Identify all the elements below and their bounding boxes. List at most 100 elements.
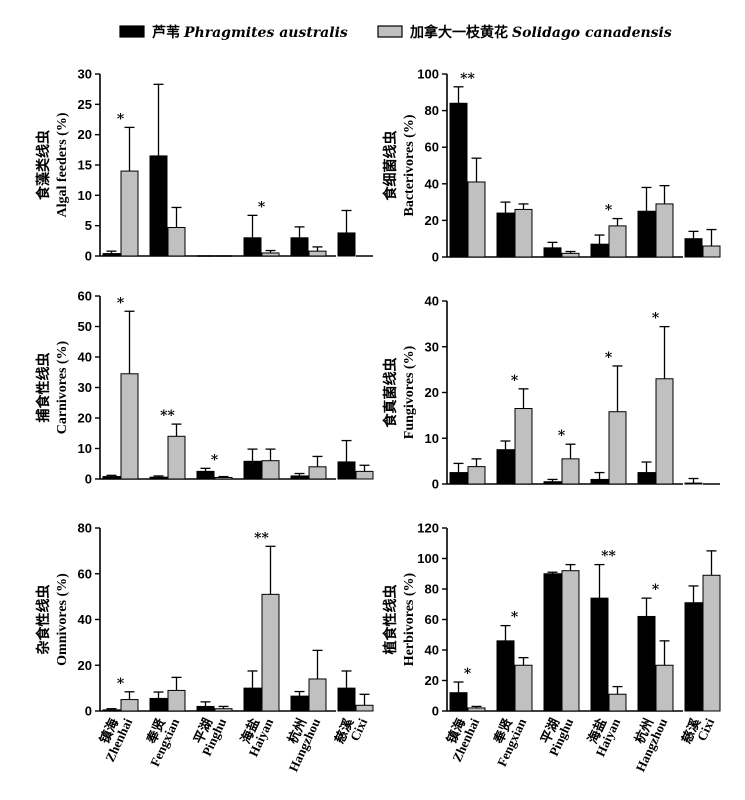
bar-haiyan-solidago [261, 252, 280, 257]
y-tick-label: 40 [425, 176, 439, 191]
y-tick-label: 80 [425, 103, 439, 118]
bar-zhenhai-solidago [120, 373, 139, 480]
bar-haiyan-solidago [261, 460, 280, 480]
y-tick-label: 40 [425, 643, 439, 658]
y-tick-label: 60 [425, 140, 439, 155]
bar-pinghu-phragmites [196, 470, 215, 480]
y-axis-label-en: Carnivores (%) [55, 340, 70, 434]
significance-marker: ** [160, 408, 175, 424]
y-tick-label: 10 [78, 441, 92, 456]
significance-marker: * [605, 350, 613, 366]
y-tick-label: 15 [78, 158, 92, 173]
significance-marker: * [511, 373, 519, 389]
y-tick-label: 40 [78, 350, 92, 365]
bar-fengxian-phragmites [496, 640, 515, 712]
y-tick-label: 20 [78, 127, 92, 142]
bar-pinghu-solidago [561, 458, 580, 485]
bar-cixi-phragmites [337, 687, 356, 712]
y-axis-label-cn: 食细菌线虫 [382, 131, 399, 201]
bar-pinghu-solidago [214, 476, 233, 480]
y-axis-label-en: Herbivores (%) [402, 572, 417, 666]
y-tick-label: 40 [425, 294, 439, 309]
bar-cixi-phragmites [337, 461, 356, 480]
bar-hangzhou-phragmites [290, 475, 309, 480]
y-axis-label-cn: 食藻类线虫 [35, 130, 52, 200]
bar-haiyan-phragmites [590, 478, 609, 485]
bar-cixi-solidago [702, 574, 721, 712]
legend: 芦苇 Phragmites australis 加拿大一枝黄花 Solidago ca… [119, 24, 672, 41]
legend-cn-1: 芦苇 [152, 24, 180, 41]
bar-pinghu-phragmites [543, 481, 562, 485]
bar-cixi-phragmites [684, 602, 703, 712]
y-tick-label: 10 [425, 431, 439, 446]
y-axis-label-en: Bacterivores (%) [402, 114, 417, 216]
significance-marker: * [605, 203, 613, 219]
bar-zhenhai-phragmites [102, 476, 121, 480]
y-tick-label: 80 [78, 521, 92, 536]
bar-haiyan-solidago [608, 693, 627, 712]
bar-pinghu-solidago [561, 252, 580, 258]
y-tick-label: 0 [85, 472, 92, 487]
y-tick-label: 40 [78, 612, 92, 627]
bar-zhenhai-phragmites [102, 709, 121, 712]
bar-haiyan-solidago [608, 411, 627, 485]
y-tick-label: 30 [425, 339, 439, 354]
bar-fengxian-phragmites [149, 155, 168, 257]
y-axis-label-cn: 杂食性线虫 [35, 585, 52, 655]
y-tick-label: 20 [425, 385, 439, 400]
bar-hangzhou-phragmites [637, 472, 656, 485]
bar-haiyan-phragmites [243, 237, 262, 257]
bar-pinghu-solidago [214, 708, 233, 712]
bar-hangzhou-solidago [308, 466, 327, 480]
y-axis-label-cn: 捕食性线虫 [35, 353, 52, 423]
bar-fengxian-phragmites [496, 212, 515, 258]
y-tick-label: 0 [432, 477, 439, 492]
y-tick-label: 0 [432, 250, 439, 265]
y-tick-label: 20 [78, 411, 92, 426]
y-tick-label: 30 [78, 67, 92, 82]
bar-pinghu-phragmites [543, 247, 562, 258]
bar-pinghu-phragmites [543, 573, 562, 712]
bar-zhenhai-phragmites [449, 102, 468, 258]
bar-haiyan-phragmites [590, 597, 609, 712]
bar-haiyan-phragmites [590, 243, 609, 258]
bar-zhenhai-solidago [467, 181, 486, 258]
y-tick-label: 100 [417, 67, 439, 82]
y-tick-label: 30 [78, 380, 92, 395]
significance-marker: ** [254, 530, 269, 546]
bar-zhenhai-solidago [467, 466, 486, 485]
y-tick-label: 50 [78, 319, 92, 334]
y-axis-label-cn: 食真菌线虫 [382, 358, 399, 428]
significance-marker: * [511, 610, 519, 626]
bar-fengxian-phragmites [149, 476, 168, 480]
bar-zhenhai-phragmites [449, 692, 468, 712]
significance-marker: * [117, 111, 125, 127]
y-axis-label-en: Algal feeders (%) [55, 112, 70, 217]
significance-marker: * [652, 311, 660, 327]
bar-fengxian-solidago [167, 689, 186, 712]
bar-zhenhai-phragmites [102, 253, 121, 257]
legend-sci-1: Phragmites australis [183, 25, 348, 41]
bar-cixi-solidago [702, 245, 721, 258]
bar-hangzhou-phragmites [637, 615, 656, 712]
y-tick-label: 5 [85, 218, 92, 233]
bar-zhenhai-solidago [120, 170, 139, 257]
y-tick-label: 100 [417, 551, 439, 566]
y-tick-label: 0 [432, 704, 439, 719]
y-tick-label: 60 [78, 289, 92, 304]
bar-fengxian-phragmites [496, 449, 515, 485]
bar-zhenhai-phragmites [449, 472, 468, 485]
y-tick-label: 60 [78, 566, 92, 581]
bar-fengxian-solidago [514, 408, 533, 485]
y-axis-label-cn: 植食性线虫 [382, 585, 399, 656]
y-tick-label: 20 [425, 213, 439, 228]
significance-marker: * [652, 582, 660, 598]
bar-hangzhou-solidago [655, 203, 674, 258]
bar-hangzhou-solidago [655, 378, 674, 485]
bar-pinghu-phragmites [196, 705, 215, 712]
